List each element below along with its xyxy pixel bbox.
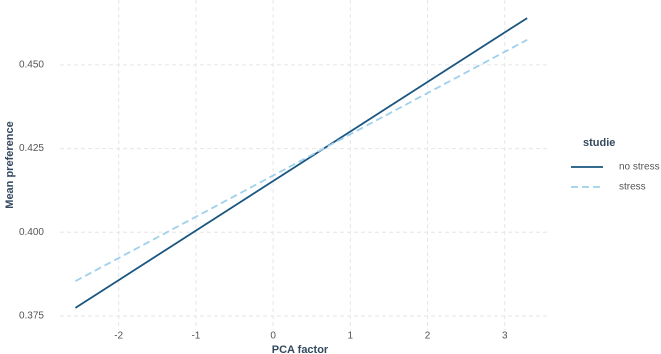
x-tick-label: -2 <box>114 331 123 342</box>
x-tick-label: 0 <box>270 331 276 342</box>
y-axis-title: Mean preference <box>4 121 16 208</box>
x-tick-label: 2 <box>425 331 431 342</box>
y-tick-label: 0.400 <box>19 227 44 238</box>
series-line <box>74 17 528 309</box>
x-axis-title: PCA factor <box>272 344 329 354</box>
x-tick-label: 1 <box>348 331 354 342</box>
series-line <box>75 39 528 282</box>
y-tick-label: 0.425 <box>19 143 44 154</box>
legend-label: stress <box>619 182 646 193</box>
legend-label: no stress <box>619 162 660 173</box>
legend-title: studie <box>583 137 615 149</box>
x-tick-label: 3 <box>502 331 508 342</box>
y-tick-label: 0.375 <box>19 311 44 322</box>
y-tick-label: 0.450 <box>19 60 44 71</box>
x-tick-label: -1 <box>191 331 200 342</box>
